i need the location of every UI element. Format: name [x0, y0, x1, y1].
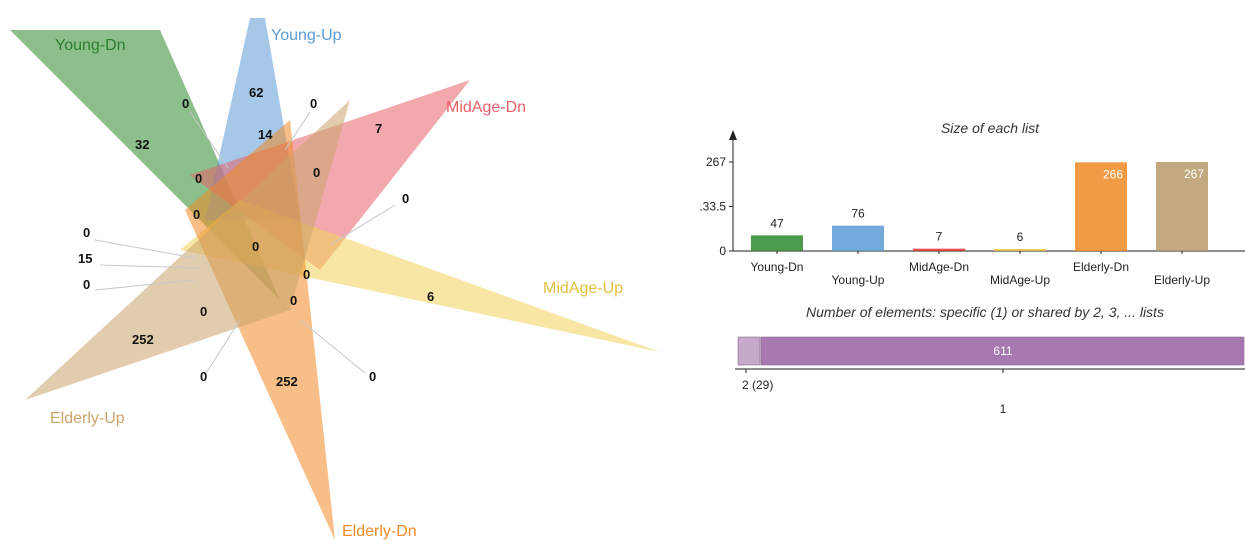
venn-diagram: Young-Dn Young-Up MidAge-Dn MidAge-Up El… [10, 18, 660, 540]
list-size-chart-title: Size of each list [941, 120, 1040, 136]
region-count: 15 [78, 251, 92, 266]
region-count: 32 [135, 137, 149, 152]
region-count: 0 [290, 293, 297, 308]
region-count: 6 [427, 289, 434, 304]
region-count: 0 [83, 225, 90, 240]
bar-value-label: 267 [1184, 167, 1204, 181]
bar [1156, 162, 1208, 251]
region-count: 252 [132, 332, 154, 347]
venn-sets [10, 18, 660, 540]
leader-line [99, 264, 201, 269]
leader-line [94, 279, 196, 291]
set-label-midage-dn: MidAge-Dn [446, 99, 526, 116]
category-label: MidAge-Up [990, 273, 1050, 287]
leader-lines [94, 111, 396, 376]
shared-bars: 2 (29) 611 1 [737, 336, 1245, 416]
region-count: 0 [200, 369, 207, 384]
region-count: 0 [83, 277, 90, 292]
y-ticks: 0 133.5 267 [700, 155, 733, 258]
set-label-young-up: Young-Up [271, 27, 342, 44]
leader-line [204, 319, 241, 376]
shared-bar [760, 336, 1245, 366]
region-count: 62 [249, 85, 263, 100]
leader-line [189, 111, 229, 169]
bar-value-label: 6 [1017, 230, 1024, 244]
leader-line [94, 239, 196, 259]
region-count: 0 [402, 191, 409, 206]
region-count: 0 [369, 369, 376, 384]
bar [913, 248, 965, 251]
region-count: 0 [303, 267, 310, 282]
y-tick-label: 267 [706, 155, 726, 169]
shared-bar-value-label: 611 [993, 344, 1012, 358]
region-count: 0 [252, 239, 259, 254]
bar-value-label: 47 [770, 216, 784, 230]
y-tick-label: 0 [719, 244, 726, 258]
bar-value-label: 76 [851, 207, 865, 221]
category-label: Elderly-Up [1154, 273, 1210, 287]
bar-value-label: 266 [1103, 167, 1123, 181]
region-count: 252 [276, 374, 298, 389]
set-label-midage-up: MidAge-Up [543, 280, 623, 297]
set-label-elderly-dn: Elderly-Dn [342, 523, 417, 540]
category-label: Elderly-Dn [1073, 260, 1129, 274]
leader-line [329, 204, 396, 246]
shared-elements-chart: Number of elements: specific (1) or shar… [735, 304, 1245, 416]
set-labels: Young-Dn Young-Up MidAge-Dn MidAge-Up El… [50, 27, 623, 540]
category-label: MidAge-Dn [909, 260, 969, 274]
category-label: Young-Dn [751, 260, 804, 274]
leader-line [284, 111, 311, 151]
bar [994, 249, 1046, 251]
region-count: 0 [193, 207, 200, 222]
leader-line [299, 319, 366, 374]
region-counts: 0 62 0 32 14 7 0 0 0 0 0 15 0 0 0 6 0 25… [78, 85, 434, 389]
bar [1075, 162, 1127, 251]
region-count: 0 [200, 304, 207, 319]
shared-category-label: 2 (29) [742, 378, 773, 392]
elderly-up-set [25, 100, 350, 400]
region-count: 0 [313, 165, 320, 180]
region-count: 0 [195, 171, 202, 186]
bar [832, 225, 884, 251]
bar-value-label: 7 [936, 230, 943, 244]
region-count: 0 [310, 96, 317, 111]
region-count: 7 [375, 121, 382, 136]
region-count: 14 [258, 127, 273, 142]
category-label: Young-Up [832, 273, 885, 287]
y-axis-arrow-icon [729, 130, 737, 140]
bars: 47 Young-Dn 76 Young-Up 7 MidAge-Dn 6 MidAge-Up… [751, 162, 1210, 287]
shared-chart-title: Number of elements: specific (1) or shar… [806, 304, 1164, 320]
region-count: 0 [182, 96, 189, 111]
shared-bar [737, 336, 761, 366]
bar [751, 235, 803, 251]
y-tick-label: 133.5 [700, 200, 726, 214]
shared-category-label: 1 [1000, 402, 1007, 416]
set-label-young-dn: Young-Dn [55, 37, 126, 54]
set-label-elderly-up: Elderly-Up [50, 410, 125, 427]
